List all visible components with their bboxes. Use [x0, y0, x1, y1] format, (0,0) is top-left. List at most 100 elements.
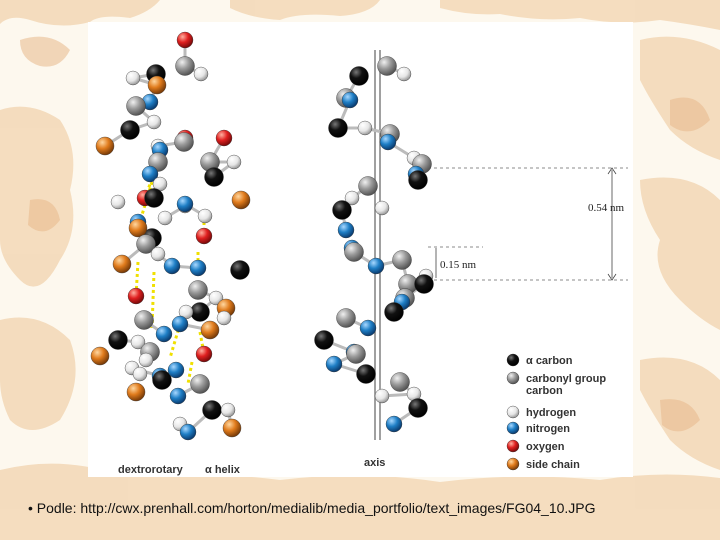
legend-label: carbon — [526, 385, 563, 397]
alpha-carbon-atom — [190, 302, 210, 322]
hydrogen-atom — [226, 154, 242, 170]
carbonyl-carbon-atom — [377, 56, 397, 76]
carbonyl-carbon-atom — [174, 132, 194, 152]
hydrogen-atom — [150, 246, 166, 262]
legend-swatch — [506, 353, 520, 367]
hydrogen-atom — [396, 66, 412, 82]
carbonyl-carbon-atom — [344, 242, 364, 262]
nitrogen-atom — [179, 423, 197, 441]
oxygen-atom — [195, 345, 213, 363]
hydrogen-atom — [374, 200, 390, 216]
alpha-carbon-atom — [414, 274, 434, 294]
alpha-carbon-atom — [408, 398, 428, 418]
alpha-carbon-atom — [408, 170, 428, 190]
carbonyl-carbon-atom — [136, 234, 156, 254]
carbonyl-carbon-atom — [336, 308, 356, 328]
side-chain-atom — [112, 254, 132, 274]
nitrogen-atom — [189, 259, 207, 277]
hydrogen-atom — [110, 194, 126, 210]
nitrogen-atom — [337, 221, 355, 239]
nitrogen-atom — [359, 319, 377, 337]
carbonyl-carbon-atom — [188, 280, 208, 300]
side-chain-atom — [147, 75, 167, 95]
atoms — [90, 31, 434, 441]
oxygen-atom — [176, 31, 194, 49]
hydrogen-atom — [193, 66, 209, 82]
alpha-carbon-atom — [349, 66, 369, 86]
legend-label: carbonyl group — [526, 373, 606, 385]
side-chain-atom — [128, 218, 148, 238]
alpha-carbon-atom — [230, 260, 250, 280]
alpha-helix-label: α helix — [205, 464, 241, 476]
legend-label: side chain — [526, 459, 580, 471]
alpha-carbon-atom — [204, 167, 224, 187]
alpha-carbon-atom — [314, 330, 334, 350]
legend-swatch — [506, 405, 520, 419]
hydrogen-bond — [186, 361, 194, 385]
nitrogen-atom — [367, 257, 385, 275]
side-chain-atom — [231, 190, 251, 210]
oxygen-atom — [127, 287, 145, 305]
legend-label: α carbon — [526, 355, 573, 367]
alpha-carbon-atom — [384, 302, 404, 322]
hydrogen-atom — [357, 120, 373, 136]
carbonyl-carbon-atom — [175, 56, 195, 76]
side-chain-atom — [222, 418, 242, 438]
axis-label: axis — [364, 457, 385, 469]
nitrogen-atom — [325, 355, 343, 373]
nitrogen-atom — [385, 415, 403, 433]
hydrogen-atom — [125, 70, 141, 86]
legend-label: nitrogen — [526, 423, 570, 435]
hydrogen-atom — [197, 208, 213, 224]
side-chain-atom — [200, 320, 220, 340]
legend-swatch — [506, 457, 520, 471]
carbonyl-carbon-atom — [346, 344, 366, 364]
side-chain-atom — [95, 136, 115, 156]
hydrogen-atom — [132, 366, 148, 382]
nitrogen-atom — [171, 315, 189, 333]
nitrogen-atom — [176, 195, 194, 213]
rise-label: 0.54 nm — [588, 202, 625, 214]
carbonyl-carbon-atom — [126, 96, 146, 116]
legend-swatch — [506, 439, 520, 453]
carbonyl-carbon-atom — [358, 176, 378, 196]
dextrorotary-label: dextrorotary — [118, 464, 184, 476]
alpha-helix-diagram: dextrorotary α helix axis 0.54 nm 0.15 n… — [90, 31, 628, 476]
legend-label: oxygen — [526, 441, 565, 453]
step-label: 0.15 nm — [440, 259, 477, 271]
carbonyl-carbon-atom — [134, 310, 154, 330]
alpha-carbon-atom — [120, 120, 140, 140]
source-caption: • Podle: http://cwx.prenhall.com/horton/… — [28, 500, 596, 516]
nitrogen-atom — [155, 325, 173, 343]
carbonyl-carbon-atom — [190, 374, 210, 394]
legend-label: hydrogen — [526, 407, 576, 419]
oxygen-atom — [195, 227, 213, 245]
nitrogen-atom — [379, 133, 397, 151]
hydrogen-atom — [130, 334, 146, 350]
alpha-carbon-atom — [152, 370, 172, 390]
hydrogen-atom — [157, 210, 173, 226]
oxygen-atom — [215, 129, 233, 147]
alpha-carbon-atom — [108, 330, 128, 350]
nitrogen-atom — [341, 91, 359, 109]
alpha-carbon-atom — [144, 188, 164, 208]
alpha-carbon-atom — [356, 364, 376, 384]
legend-swatch — [506, 371, 520, 385]
hydrogen-atom — [216, 310, 232, 326]
carbonyl-carbon-atom — [392, 250, 412, 270]
nitrogen-atom — [169, 387, 187, 405]
hydrogen-atom — [138, 352, 154, 368]
nitrogen-atom — [167, 361, 185, 379]
carbonyl-carbon-atom — [390, 372, 410, 392]
nitrogen-atom — [163, 257, 181, 275]
hydrogen-atom — [344, 190, 360, 206]
hydrogen-atom — [374, 388, 390, 404]
alpha-carbon-atom — [332, 200, 352, 220]
alpha-carbon-atom — [328, 118, 348, 138]
helix-axis-rod — [374, 50, 381, 440]
nitrogen-atom — [141, 165, 159, 183]
side-chain-atom — [90, 346, 110, 366]
rise-dimension — [428, 167, 628, 281]
